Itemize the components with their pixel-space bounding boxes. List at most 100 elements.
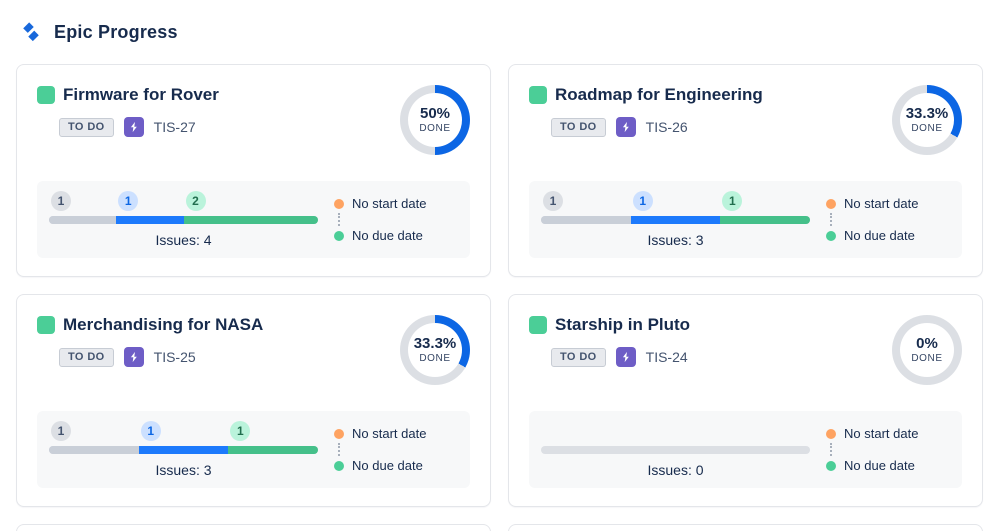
issues-count: Issues: 3: [155, 462, 212, 478]
issue-key[interactable]: TIS-26: [645, 119, 688, 135]
donut-percent: 33.3%: [905, 104, 949, 122]
start-date-dot: [826, 428, 836, 439]
due-date-label: No due date: [844, 228, 915, 243]
start-date-row: No start date: [334, 426, 458, 441]
status-badge: TO DO: [59, 117, 114, 137]
start-date-row: No start date: [334, 196, 458, 211]
sub-row: TO DO TIS-24: [551, 347, 690, 367]
epic-card: Roadmap for Engineering TO DO TIS-26 33.…: [508, 64, 983, 277]
donut-inner: 33.3% DONE: [408, 323, 462, 377]
bar-segment-inprogress: [630, 216, 721, 224]
progress-donut: 33.3% DONE: [892, 85, 962, 155]
segment-count-done: 1: [722, 191, 743, 211]
donut-done-label: DONE: [419, 123, 451, 135]
due-date-label: No due date: [352, 458, 423, 473]
bar-segment-done: [183, 216, 318, 224]
epic-card: Merchandising for NASA TO DO TIS-25 33.3…: [16, 294, 491, 507]
sub-row: TO DO TIS-26: [551, 117, 763, 137]
progress-bar: [541, 446, 810, 454]
epic-color-icon: [529, 86, 547, 104]
epic-card: Starship in Pluto TO DO TIS-24 0% DONE: [508, 294, 983, 507]
due-date-label: No due date: [844, 458, 915, 473]
dates-column: No start date No due date: [334, 196, 458, 243]
epic-type-icon: [615, 347, 636, 367]
sub-row: TO DO TIS-25: [59, 347, 263, 367]
progress-bar: [49, 446, 318, 454]
start-date-row: No start date: [826, 426, 950, 441]
sub-row: TO DO TIS-27: [59, 117, 219, 137]
progress-bar: [49, 216, 318, 224]
due-date-label: No due date: [352, 228, 423, 243]
start-date-row: No start date: [826, 196, 950, 211]
issue-key[interactable]: TIS-25: [153, 349, 196, 365]
epic-title[interactable]: Merchandising for NASA: [63, 315, 264, 334]
date-connector-line: [830, 443, 950, 456]
donut-done-label: DONE: [911, 353, 943, 365]
issues-count: Issues: 4: [155, 232, 212, 248]
bar-segment-todo: [49, 446, 139, 454]
due-date-row: No due date: [826, 458, 950, 473]
epic-color-icon: [37, 86, 55, 104]
issue-key[interactable]: TIS-27: [153, 119, 196, 135]
progress-donut: 50% DONE: [400, 85, 470, 155]
due-date-dot: [334, 230, 344, 241]
start-date-dot: [334, 198, 344, 209]
progress-panel: Issues: 0 No start date No due date: [529, 411, 962, 488]
issue-key[interactable]: TIS-24: [645, 349, 688, 365]
start-date-label: No start date: [844, 196, 919, 211]
donut-percent: 50%: [419, 104, 451, 122]
segment-count-done: 2: [185, 191, 206, 211]
date-connector-line: [338, 213, 458, 226]
bar-segment-done: [720, 216, 810, 224]
donut-inner: 0% DONE: [900, 323, 954, 377]
donut-inner: 50% DONE: [408, 93, 462, 147]
segment-count-todo: 1: [543, 191, 563, 211]
progress-bars: 1 1 2 Issues: 4: [49, 191, 318, 248]
bar-segment-done: [228, 446, 318, 454]
card-info: Merchandising for NASA TO DO TIS-25: [37, 315, 263, 367]
page-header: Epic Progress: [0, 0, 999, 64]
donut-percent: 0%: [916, 334, 938, 352]
epic-card-partial: [508, 524, 983, 531]
start-date-label: No start date: [844, 426, 919, 441]
segment-count-done: 1: [230, 421, 251, 441]
start-date-label: No start date: [352, 426, 427, 441]
segment-count-todo: 1: [51, 191, 71, 211]
issues-count: Issues: 0: [647, 462, 704, 478]
segment-count-badges: 1 1 1: [541, 191, 810, 211]
epic-card: Firmware for Rover TO DO TIS-27 50% DONE: [16, 64, 491, 277]
segment-count-badges: 1 1 2: [49, 191, 318, 211]
epic-type-icon: [615, 117, 636, 137]
epic-title[interactable]: Roadmap for Engineering: [555, 85, 763, 104]
title-row: Starship in Pluto: [529, 315, 690, 335]
due-date-dot: [334, 460, 344, 471]
progress-bars: 1 1 1 Issues: 3: [541, 191, 810, 248]
bar-segment-todo: [49, 216, 117, 224]
segment-count-inprogress: 1: [118, 191, 139, 211]
bar-segment-inprogress: [116, 216, 184, 224]
title-row: Merchandising for NASA: [37, 315, 263, 335]
progress-panel: 1 1 1 Issues: 3 No start date No due date: [529, 181, 962, 258]
title-row: Roadmap for Engineering: [529, 85, 763, 105]
segment-count-badges: 1 1 1: [49, 421, 318, 441]
status-badge: TO DO: [551, 347, 606, 367]
bar-segment-todo: [541, 216, 631, 224]
card-top: Firmware for Rover TO DO TIS-27 50% DONE: [37, 85, 470, 155]
donut-done-label: DONE: [911, 123, 943, 135]
issues-count: Issues: 3: [647, 232, 704, 248]
epic-color-icon: [529, 316, 547, 334]
progress-donut: 33.3% DONE: [400, 315, 470, 385]
due-date-row: No due date: [334, 458, 458, 473]
bar-segment-inprogress: [138, 446, 229, 454]
segment-count-todo: 1: [51, 421, 71, 441]
epic-title[interactable]: Starship in Pluto: [555, 315, 691, 334]
card-info: Roadmap for Engineering TO DO TIS-26: [529, 85, 763, 137]
progress-bar: [541, 216, 810, 224]
due-date-dot: [826, 460, 836, 471]
dates-column: No start date No due date: [826, 426, 950, 473]
epic-title[interactable]: Firmware for Rover: [63, 85, 219, 104]
card-info: Starship in Pluto TO DO TIS-24: [529, 315, 690, 367]
donut-done-label: DONE: [419, 353, 451, 365]
epic-type-icon: [123, 117, 144, 137]
donut-percent: 33.3%: [413, 334, 457, 352]
